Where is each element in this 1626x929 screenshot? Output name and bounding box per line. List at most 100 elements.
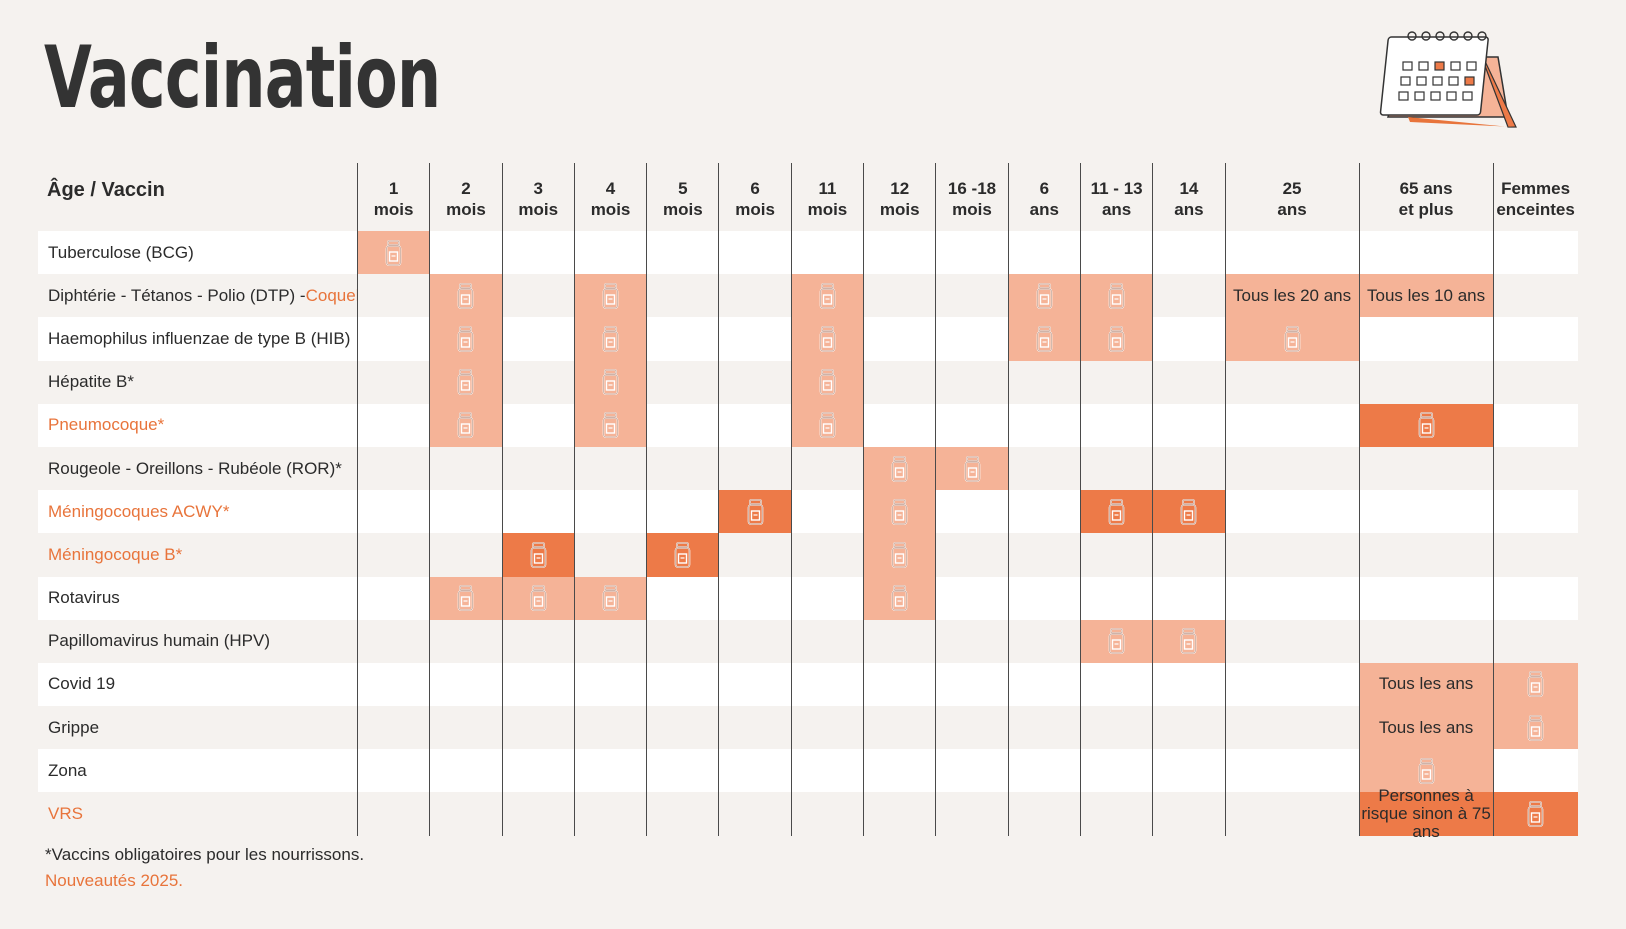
column-header: 6 ans (1007, 163, 1080, 231)
schedule-cell (646, 792, 719, 836)
schedule-cell (573, 274, 647, 318)
schedule-cell (429, 446, 502, 491)
vaccine-name: Zona (38, 749, 357, 793)
schedule-cell (1007, 533, 1080, 577)
column-header-line: ans (1101, 200, 1132, 219)
schedule-cell (1152, 706, 1225, 750)
column-header: 5 mois (646, 163, 718, 231)
vaccine-vial-icon (819, 282, 836, 309)
schedule-cell (863, 274, 936, 318)
column-header-line: mois (446, 200, 486, 219)
vaccine-vial-icon (1527, 671, 1544, 698)
vaccine-vial-icon (819, 369, 836, 395)
schedule-cell (1492, 706, 1578, 750)
schedule-cell (501, 706, 574, 750)
vaccine-name-label: Grippe (48, 717, 100, 737)
schedule-cell (1007, 317, 1080, 361)
vaccine-vial-icon (819, 326, 836, 352)
schedule-cell (1079, 576, 1153, 620)
schedule-cell (501, 231, 574, 275)
schedule-cell (790, 274, 864, 318)
vaccine-vial-icon (1418, 758, 1434, 784)
schedule-cell (429, 403, 502, 447)
column-header-line: 12 (890, 179, 910, 198)
schedule-cell (429, 749, 502, 793)
column-header-line: 11 (818, 179, 837, 198)
vaccine-vial-icon (675, 542, 691, 568)
vaccine-vial-icon (1108, 498, 1125, 525)
vaccine-name: Rotavirus (38, 576, 357, 620)
schedule-cell (573, 446, 647, 491)
schedule-cell (1007, 662, 1080, 707)
vaccine-name-label: Méningocoques ACWY* (48, 501, 230, 521)
schedule-cell (646, 490, 719, 534)
schedule-cell (501, 403, 574, 447)
schedule-cell (357, 706, 430, 750)
vaccine-name: Tuberculose (BCG) (38, 231, 357, 275)
schedule-cell (935, 274, 1008, 318)
schedule-cell (863, 317, 936, 361)
schedule-cell (1224, 403, 1359, 447)
schedule-cell (935, 662, 1008, 707)
vaccine-name-label: Méningocoque B* (48, 544, 183, 564)
schedule-cell (646, 446, 719, 491)
column-header-age-vaccin: Âge / Vaccin (47, 178, 165, 201)
schedule-cell (646, 533, 719, 577)
schedule-cell (935, 706, 1008, 750)
schedule-note: Tous les ans (1378, 717, 1474, 737)
vaccine-vial-icon (530, 542, 547, 568)
vaccine-vial-icon (530, 585, 547, 611)
schedule-cell (1358, 490, 1493, 534)
vaccine-name-label: Hépatite B* (48, 372, 134, 392)
schedule-cell (1358, 749, 1493, 793)
schedule-cell (1152, 662, 1225, 707)
schedule-cell (1007, 706, 1080, 750)
schedule-cell (1007, 792, 1080, 836)
schedule-cell (501, 274, 574, 318)
schedule-cell (1152, 274, 1225, 318)
schedule-cell (646, 274, 719, 318)
page-title: Vaccination (44, 28, 441, 128)
schedule-cell (863, 533, 936, 577)
schedule-note: Personnes à risque sinon à 75 ans (1361, 786, 1491, 842)
schedule-cell (429, 360, 502, 404)
schedule-cell (573, 403, 647, 447)
schedule-cell (1358, 619, 1493, 663)
schedule-cell (1492, 274, 1578, 318)
schedule-cell (1079, 403, 1153, 447)
schedule-cell (573, 360, 647, 404)
schedule-cell (1224, 706, 1359, 750)
schedule-cell (863, 706, 936, 750)
schedule-cell (863, 576, 936, 620)
column-header-line: Femmes (1501, 179, 1571, 198)
schedule-cell (790, 490, 864, 534)
schedule-cell (1492, 231, 1578, 275)
schedule-cell (646, 749, 719, 793)
schedule-cell (646, 619, 719, 663)
vaccine-vial-icon (1108, 282, 1125, 309)
schedule-cell (429, 490, 502, 534)
vaccine-vial-icon (602, 326, 619, 352)
schedule-cell (1079, 446, 1153, 491)
schedule-cell (573, 231, 647, 275)
schedule-cell (1358, 317, 1493, 361)
column-header-line: 5 (678, 179, 688, 198)
vaccine-name-label: Covid 19 (48, 674, 116, 694)
schedule-cell (501, 317, 574, 361)
vaccine-name: Papillomavirus humain (HPV) (38, 619, 357, 663)
schedule-cell (935, 533, 1008, 577)
schedule-cell (1152, 490, 1225, 534)
schedule-cell (429, 706, 502, 750)
schedule-cell (790, 792, 864, 836)
schedule-cell (1224, 576, 1359, 620)
schedule-cell (935, 360, 1008, 404)
schedule-cell (935, 317, 1008, 361)
schedule-cell (1492, 403, 1578, 447)
schedule-cell (718, 446, 791, 491)
schedule-cell (1152, 533, 1225, 577)
vaccine-vial-icon (964, 455, 980, 482)
vaccine-name: Rougeole - Oreillons - Rubéole (ROR)* (38, 446, 357, 491)
schedule-cell (718, 662, 791, 707)
schedule-cell (573, 706, 647, 750)
schedule-cell (790, 619, 864, 663)
